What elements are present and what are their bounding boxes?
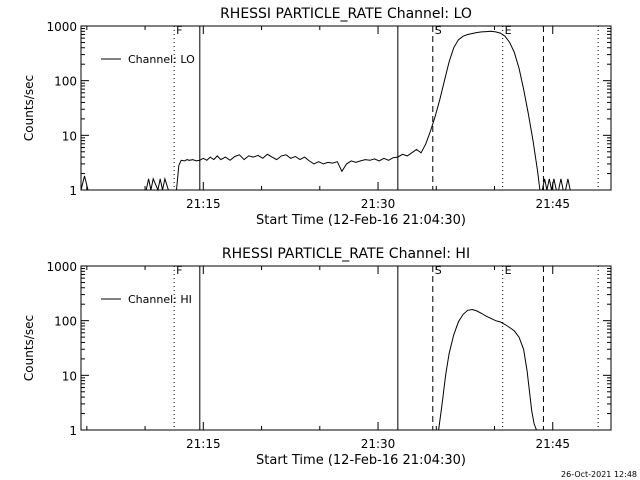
y-tick-label: 1	[69, 424, 77, 438]
x-tick-label: 21:15	[186, 437, 221, 451]
x-tick-label: 21:45	[535, 197, 570, 211]
y-tick-label: 10	[62, 129, 77, 143]
y-tick-label: 1000	[46, 260, 77, 274]
panel-channel-lo: RHESSI PARTICLE_RATE Channel: LO 1 10 100 10…	[22, 6, 612, 228]
y-axis-label: Counts/sec	[22, 75, 36, 141]
series-line	[438, 308, 537, 431]
footer-timestamp: 26-Oct-2021 12:48	[561, 470, 637, 479]
y-tick-label: 1	[69, 184, 77, 198]
plot-frame	[80, 25, 612, 191]
marker-label: E	[505, 24, 512, 37]
legend-entry: Channel: HI	[128, 293, 192, 306]
chart-title: RHESSI PARTICLE_RATE Channel: HI	[222, 246, 470, 262]
x-tick-label: 21:45	[535, 437, 570, 451]
panel-channel-hi: RHESSI PARTICLE_RATE Channel: HI 1 10 100 10…	[22, 246, 612, 468]
x-tick-label: 21:30	[361, 197, 396, 211]
marker-label: S	[435, 24, 442, 37]
series-line	[80, 30, 575, 192]
chart-title: RHESSI PARTICLE_RATE Channel: LO	[220, 6, 472, 22]
legend-entry: Channel: LO	[128, 53, 195, 66]
x-axis-label: Start Time (12-Feb-16 21:04:30)	[256, 453, 466, 468]
y-tick-label: 10	[62, 369, 77, 383]
plot-frame	[80, 265, 612, 431]
x-axis-label: Start Time (12-Feb-16 21:04:30)	[256, 213, 466, 228]
y-tick-label: 1000	[46, 20, 77, 34]
marker-label: F	[176, 24, 182, 37]
x-tick-label: 21:30	[361, 437, 396, 451]
y-tick-label: 100	[54, 75, 77, 89]
y-axis-label: Counts/sec	[22, 315, 36, 381]
marker-label: S	[435, 264, 442, 277]
x-tick-label: 21:15	[186, 197, 221, 211]
y-tick-label: 100	[54, 315, 77, 329]
marker-label: F	[176, 264, 182, 277]
marker-label: E	[505, 264, 512, 277]
